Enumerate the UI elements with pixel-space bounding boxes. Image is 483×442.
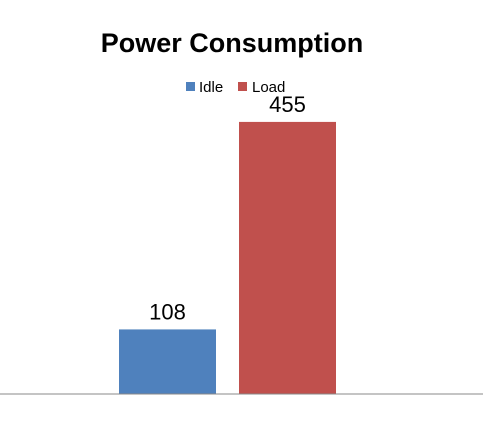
legend-swatch-load bbox=[238, 82, 247, 91]
bar-load bbox=[239, 121, 336, 394]
legend: Idle Load bbox=[186, 79, 285, 96]
bar-idle bbox=[119, 329, 216, 394]
data-label-idle: 108 bbox=[149, 299, 186, 324]
plot-area: 108 455 bbox=[119, 92, 336, 394]
legend-label-idle: Idle bbox=[199, 79, 223, 96]
data-label-load: 455 bbox=[269, 92, 306, 117]
legend-swatch-idle bbox=[186, 82, 195, 91]
chart-title: Power Consumption bbox=[101, 28, 364, 58]
legend-label-load: Load bbox=[252, 79, 285, 96]
